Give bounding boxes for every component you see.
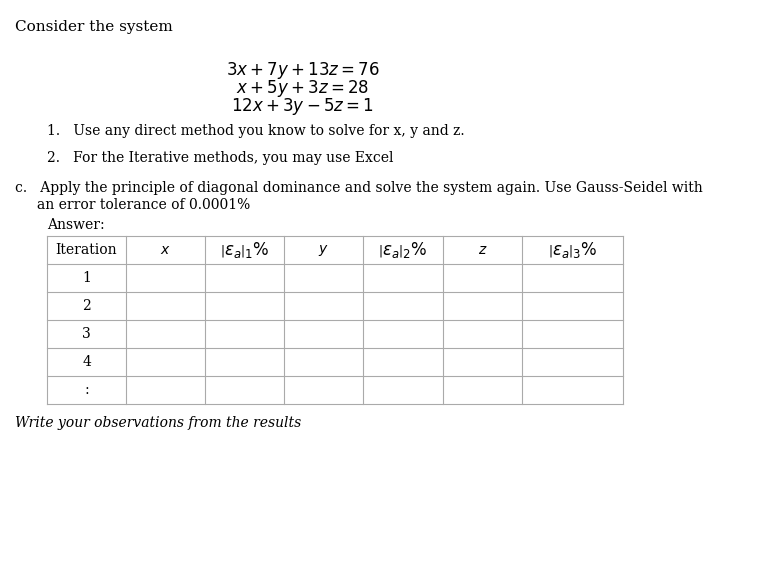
Text: Answer:: Answer: (47, 218, 104, 232)
Text: $x + 5y + 3z = 28$: $x + 5y + 3z = 28$ (236, 78, 369, 99)
Text: Consider the system: Consider the system (15, 20, 173, 34)
Text: Iteration: Iteration (56, 243, 117, 257)
Text: $\left|\epsilon_a\right|_1\%$: $\left|\epsilon_a\right|_1\%$ (220, 240, 269, 260)
Text: 4: 4 (82, 355, 91, 369)
Text: $\left|\epsilon_a\right|_3\%$: $\left|\epsilon_a\right|_3\%$ (548, 240, 597, 260)
Text: c.   Apply the principle of diagonal dominance and solve the system again. Use G: c. Apply the principle of diagonal domin… (15, 181, 703, 195)
Text: $z$: $z$ (478, 243, 487, 257)
Text: Write your observations from the results: Write your observations from the results (15, 416, 301, 430)
Text: $12x + 3y − 5z = 1$: $12x + 3y − 5z = 1$ (231, 96, 374, 117)
Text: 2.   For the Iterative methods, you may use Excel: 2. For the Iterative methods, you may us… (47, 151, 393, 165)
Text: 1: 1 (82, 271, 91, 285)
Text: $y$: $y$ (318, 242, 329, 257)
Text: 2: 2 (82, 299, 91, 313)
Text: an error tolerance of 0.0001%: an error tolerance of 0.0001% (15, 198, 250, 212)
Text: $3x + 7y + 13z = 76$: $3x + 7y + 13z = 76$ (226, 60, 380, 81)
Text: :: : (84, 383, 89, 397)
Text: 1.   Use any direct method you know to solve for x, y and z.: 1. Use any direct method you know to sol… (47, 124, 464, 138)
Text: $\left|\epsilon_a\right|_2\%$: $\left|\epsilon_a\right|_2\%$ (378, 240, 428, 260)
Text: 3: 3 (82, 327, 91, 341)
Text: $x$: $x$ (160, 243, 170, 257)
